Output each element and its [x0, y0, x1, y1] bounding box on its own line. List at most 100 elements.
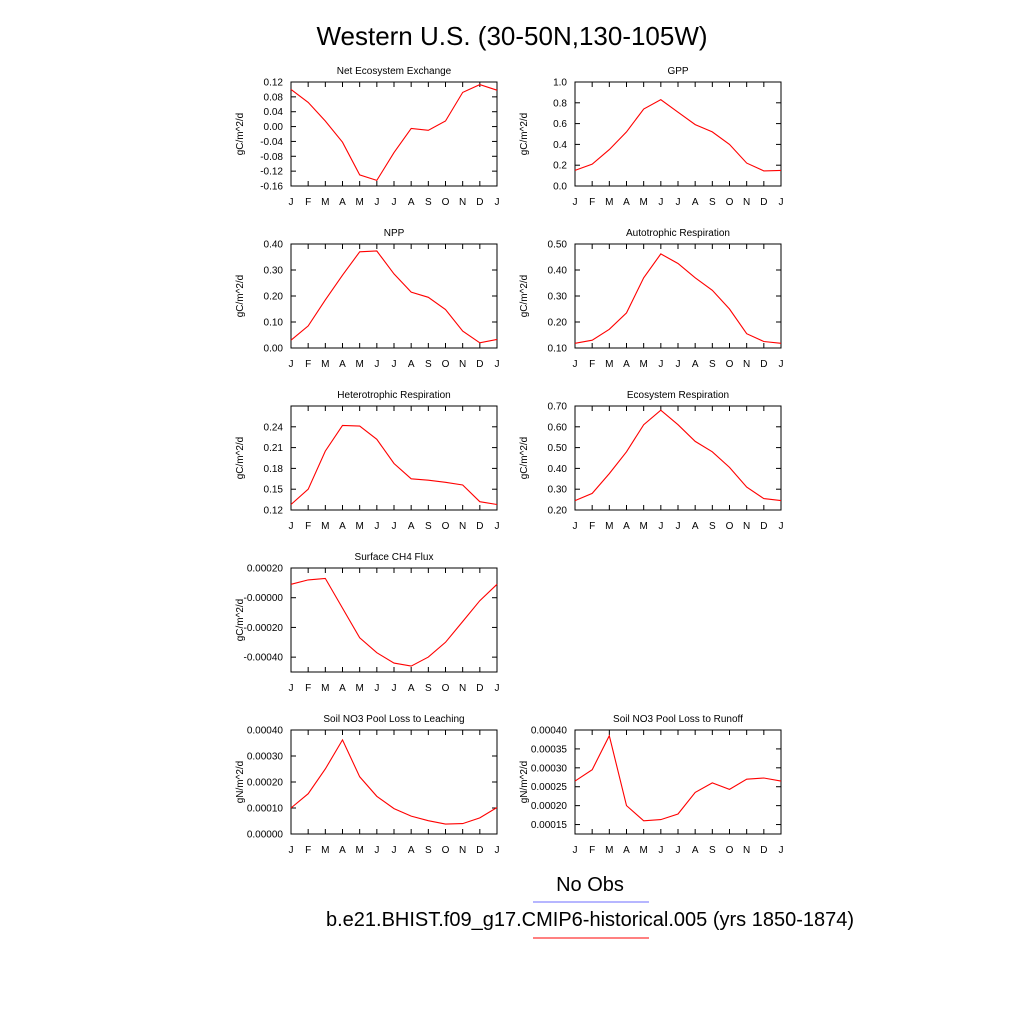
x-tick-label: F: [305, 845, 311, 856]
x-tick-label: S: [425, 521, 432, 532]
x-tick-label: A: [408, 359, 415, 370]
plot-frame: [290, 81, 498, 187]
y-tick-label: 0.30: [548, 292, 568, 303]
x-tick-label: F: [589, 521, 595, 532]
y-tick-label: 0.70: [548, 402, 568, 413]
x-tick-label: S: [425, 359, 432, 370]
x-tick-label: J: [658, 359, 663, 370]
x-tick-label: N: [743, 197, 750, 208]
x-tick-label: J: [392, 845, 397, 856]
x-tick-label: J: [289, 521, 294, 532]
x-tick-label: J: [495, 197, 500, 208]
x-tick-label: S: [709, 359, 716, 370]
y-tick-label: 0.15: [264, 485, 284, 496]
x-tick-label: J: [374, 845, 379, 856]
x-tick-label: J: [289, 359, 294, 370]
x-tick-label: F: [305, 521, 311, 532]
x-tick-label: N: [459, 845, 466, 856]
panel-title: Soil NO3 Pool Loss to Leaching: [323, 714, 464, 725]
y-tick-label: 0.40: [548, 266, 568, 277]
x-tick-label: F: [305, 683, 311, 694]
x-tick-label: N: [743, 521, 750, 532]
panel-title: Autotrophic Respiration: [626, 228, 730, 239]
plot-frame: [574, 405, 782, 511]
x-tick-label: M: [605, 359, 613, 370]
x-tick-label: J: [495, 683, 500, 694]
y-tick-label: 0.50: [548, 240, 568, 251]
x-tick-label: N: [459, 521, 466, 532]
x-tick-label: O: [442, 683, 450, 694]
panel-title: Net Ecosystem Exchange: [337, 66, 452, 77]
x-tick-label: J: [779, 197, 784, 208]
x-tick-label: M: [639, 197, 647, 208]
x-tick-label: O: [442, 845, 450, 856]
x-tick-label: N: [459, 683, 466, 694]
x-tick-label: A: [339, 359, 346, 370]
y-tick-label: 0.12: [264, 506, 284, 517]
x-tick-label: A: [408, 197, 415, 208]
series-line: [290, 577, 498, 667]
x-tick-label: D: [760, 845, 767, 856]
y-tick-label: 0.20: [548, 318, 568, 329]
y-tick-label: 0.24: [264, 422, 284, 433]
y-tick-label: -0.00000: [244, 593, 284, 604]
y-tick-label: 0.00000: [247, 830, 284, 841]
plot-frame: [574, 81, 782, 187]
x-tick-label: M: [639, 521, 647, 532]
x-tick-label: J: [779, 521, 784, 532]
x-tick-label: F: [589, 845, 595, 856]
plot-frame: [290, 729, 498, 835]
x-tick-label: J: [392, 521, 397, 532]
x-tick-label: D: [760, 359, 767, 370]
x-tick-label: J: [392, 359, 397, 370]
plot-frame: [574, 729, 782, 835]
panel-title: NPP: [384, 228, 405, 239]
y-tick-label: 0.00: [264, 344, 284, 355]
x-tick-label: A: [339, 845, 346, 856]
y-axis-label: gC/m^2/d: [235, 599, 246, 642]
x-tick-label: M: [321, 521, 329, 532]
y-axis-label: gC/m^2/d: [519, 275, 530, 318]
x-tick-label: J: [573, 197, 578, 208]
x-tick-label: O: [442, 197, 450, 208]
x-tick-label: N: [459, 359, 466, 370]
x-tick-label: J: [495, 521, 500, 532]
x-tick-label: M: [321, 197, 329, 208]
x-tick-label: O: [726, 197, 734, 208]
y-tick-label: 0.40: [548, 464, 568, 475]
x-tick-label: O: [726, 845, 734, 856]
x-tick-label: A: [692, 197, 699, 208]
panel-title: Soil NO3 Pool Loss to Runoff: [613, 714, 743, 725]
x-tick-label: A: [623, 845, 630, 856]
x-tick-label: M: [355, 845, 363, 856]
x-tick-label: J: [573, 359, 578, 370]
x-tick-label: A: [692, 359, 699, 370]
x-tick-label: A: [692, 845, 699, 856]
x-tick-label: J: [658, 845, 663, 856]
y-tick-label: 0.00040: [531, 726, 568, 737]
y-tick-label: 0.60: [548, 422, 568, 433]
x-tick-label: M: [355, 521, 363, 532]
x-tick-label: D: [760, 521, 767, 532]
x-tick-label: N: [459, 197, 466, 208]
x-tick-label: D: [476, 683, 483, 694]
x-tick-label: A: [408, 521, 415, 532]
x-tick-label: J: [676, 521, 681, 532]
x-tick-label: F: [589, 197, 595, 208]
x-tick-label: J: [573, 845, 578, 856]
x-tick-label: J: [573, 521, 578, 532]
y-tick-label: 0.00020: [531, 801, 568, 812]
series-line: [290, 424, 498, 506]
x-tick-label: J: [392, 197, 397, 208]
x-tick-label: J: [374, 683, 379, 694]
x-tick-label: F: [305, 359, 311, 370]
x-tick-label: J: [289, 845, 294, 856]
y-tick-label: 0.00020: [247, 564, 284, 575]
x-tick-label: A: [339, 683, 346, 694]
y-tick-label: 1.0: [553, 78, 567, 89]
